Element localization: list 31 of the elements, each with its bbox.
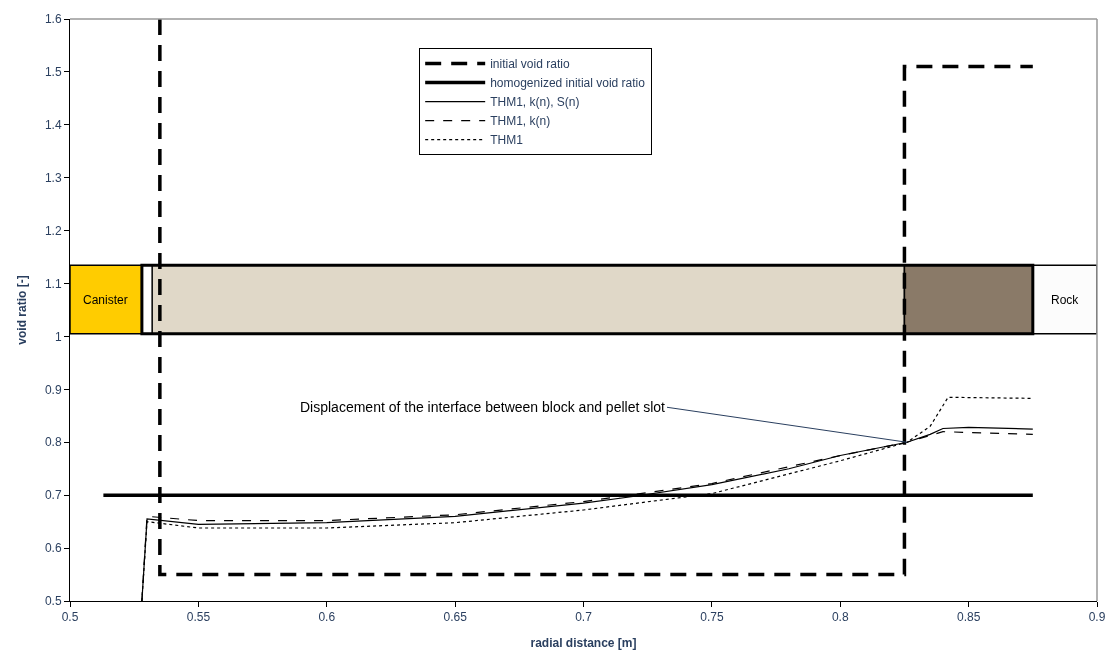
- x-tick-label: 0.9: [1088, 610, 1106, 625]
- x-tick-label: 0.65: [443, 610, 468, 625]
- legend-label: THM1, k(n): [490, 114, 551, 129]
- y-tick-label: 0.7: [44, 488, 62, 503]
- x-tick-label: 0.85: [956, 610, 981, 625]
- y-tick-label: 1.5: [44, 65, 62, 80]
- y-tick-label: 1.2: [44, 223, 62, 238]
- x-tick-label: 0.55: [186, 610, 211, 625]
- y-tick-label: 0.6: [44, 541, 62, 556]
- x-tick-label: 0.8: [831, 610, 849, 625]
- y-tick-label: 0.8: [44, 435, 62, 450]
- legend-label: homogenized initial void ratio: [490, 76, 646, 91]
- x-tick-label: 0.75: [700, 610, 724, 625]
- annotation: Displacement of the interface between block and pellet slot: [300, 399, 666, 415]
- x-axis-title: radial distance [m]: [530, 636, 637, 651]
- y-tick-label: 1.1: [44, 276, 62, 291]
- legend-label: THM1: [490, 133, 524, 148]
- y-tick-label: 0.5: [44, 594, 62, 609]
- y-tick-label: 1.4: [44, 118, 62, 133]
- x-tick-label: 0.5: [61, 610, 79, 625]
- x-tick-label: 0.7: [575, 610, 593, 625]
- y-tick-label: 0.9: [44, 382, 62, 397]
- band-label: Canister: [83, 293, 128, 307]
- y-tick-label: 1.6: [44, 12, 62, 27]
- y-tick-label: 1.3: [44, 170, 62, 185]
- legend-label: THM1, k(n), S(n): [490, 95, 580, 110]
- x-tick-label: 0.6: [318, 610, 336, 625]
- legend-label: initial void ratio: [490, 57, 570, 72]
- y-axis-title: void ratio [-]: [15, 275, 30, 345]
- band-label: Rock: [1051, 293, 1080, 307]
- y-tick-label: 1: [54, 329, 62, 344]
